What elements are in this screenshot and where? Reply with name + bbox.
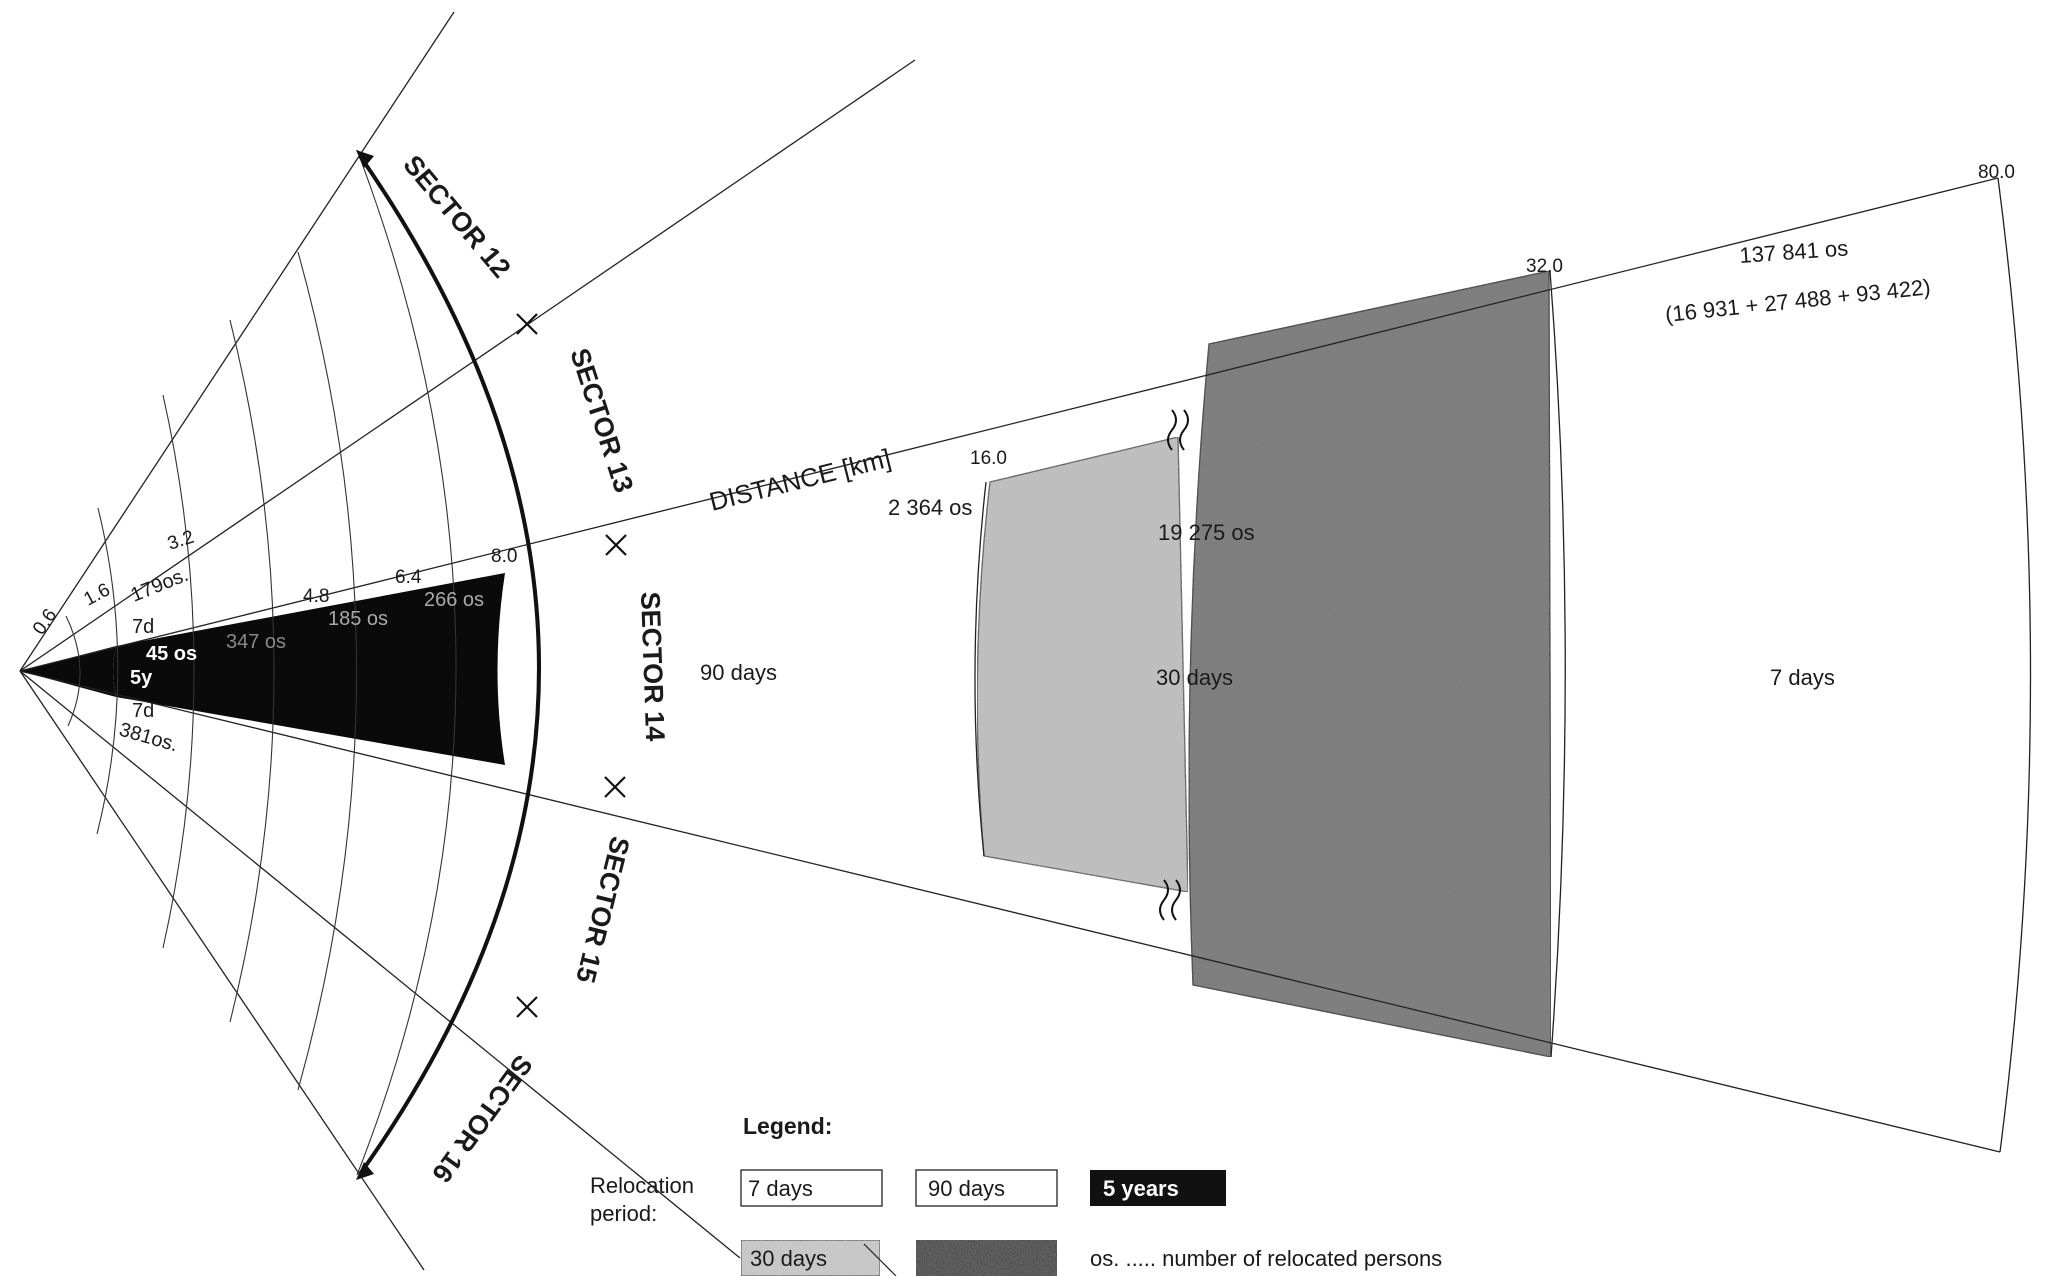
tick-6-4: 6.4 <box>395 567 422 588</box>
arc-1-6-km <box>96 507 119 835</box>
arc-3-2-km <box>162 394 195 949</box>
legend-swatch-7-days <box>740 1169 883 1207</box>
axis-break-bottom <box>1159 879 1181 921</box>
legend-label-5-years: 5 years <box>1103 1176 1179 1201</box>
inner-upper-persons: 179os. <box>128 564 192 607</box>
legend-relocation-label-2: period: <box>590 1201 657 1226</box>
arc-16-0-km <box>974 481 987 857</box>
zone-32-80-breakdown: (16 931 + 27 488 + 93 422) <box>1664 274 1932 327</box>
sector-15-label: SECTOR 15 <box>570 834 635 986</box>
sector-arc-arrow-top <box>356 150 374 168</box>
legend-label-7-days: 7 days <box>748 1176 813 1201</box>
tick-4-8: 4.8 <box>303 586 329 607</box>
sector-boundary-markers <box>516 313 627 1018</box>
inner-black-period: 5y <box>130 667 153 689</box>
inner-black-persons-2: 347 os <box>226 631 286 653</box>
legend-relocation-label-1: Relocation <box>590 1173 694 1198</box>
axis-break-top <box>1167 409 1189 451</box>
legend-swatch-90-days <box>915 1169 1058 1207</box>
inner-black-persons-1: 45 os <box>146 643 197 665</box>
radial-line-12-13 <box>19 59 916 672</box>
legend-swatch-5-years <box>1090 1170 1226 1206</box>
legend-swatch-dark <box>916 1240 1057 1276</box>
sector-12-label: SECTOR 12 <box>397 150 516 284</box>
legend-label-30-days: 30 days <box>750 1246 827 1271</box>
arc-80-0-km <box>1997 177 2032 1153</box>
legend-swatch-30-days <box>740 1239 881 1276</box>
arc-4-8-km <box>229 319 275 1023</box>
tick-80-0: 80.0 <box>1978 162 2015 183</box>
tick-32-0: 32.0 <box>1526 256 1563 277</box>
zone-16-32-period: 30 days <box>1156 665 1233 690</box>
radial-line-13-14 <box>19 177 1999 672</box>
inner-black-persons-3: 185 os <box>328 608 388 630</box>
zone-32-80-period: 7 days <box>1770 665 1835 690</box>
sector-16-label: SECTOR 16 <box>426 1049 538 1188</box>
legend-persons-note: os. ..... number of relocated persons <box>1090 1246 1442 1271</box>
arc-8-0-km <box>356 149 457 1176</box>
radial-line-bottom-outer <box>19 670 425 1271</box>
legend-title: Legend: <box>743 1113 832 1139</box>
tick-0-6: 0.6 <box>29 605 61 639</box>
sector-arc-arrow-bottom <box>356 1162 374 1180</box>
zone-32-80-persons: 137 841 os <box>1739 235 1849 268</box>
sector-arc <box>358 154 541 1176</box>
legend: Legend: Relocation period: 7 days 90 day… <box>590 1113 1442 1276</box>
zone-5-years <box>20 646 116 697</box>
zone-5-years-main <box>113 573 505 765</box>
zone-8-16-persons: 2 364 os <box>888 495 972 520</box>
radial-line-15-16 <box>19 670 741 1259</box>
inner-upper-period: 7d <box>132 616 154 638</box>
sector-14-label: SECTOR 14 <box>635 591 670 742</box>
radial-line-14-15 <box>19 670 2001 1153</box>
arc-32-0-km <box>1549 270 1566 1058</box>
tick-16-0: 16.0 <box>970 448 1007 469</box>
inner-lower-persons: 381os. <box>117 719 181 757</box>
legend-leader-line <box>863 1243 897 1276</box>
tick-8-0: 8.0 <box>491 546 517 567</box>
zone-32-80-km-inner <box>1188 270 1552 1058</box>
zone-8-16-period: 90 days <box>700 660 777 685</box>
sector-13-label: SECTOR 13 <box>564 345 639 497</box>
zone-16-32-persons: 19 275 os <box>1158 520 1255 545</box>
inner-lower-period: 7d <box>132 700 154 722</box>
inner-black-persons-4: 266 os <box>424 589 484 611</box>
radial-line-top-outer <box>19 11 455 672</box>
tick-3-2: 3.2 <box>165 527 197 555</box>
legend-label-90-days: 90 days <box>928 1176 1005 1201</box>
arc-6-4-km <box>297 251 358 1091</box>
tick-1-6: 1.6 <box>80 579 113 610</box>
distance-axis-label: DISTANCE [km] <box>706 443 894 517</box>
arc-0-6-km <box>65 615 81 727</box>
